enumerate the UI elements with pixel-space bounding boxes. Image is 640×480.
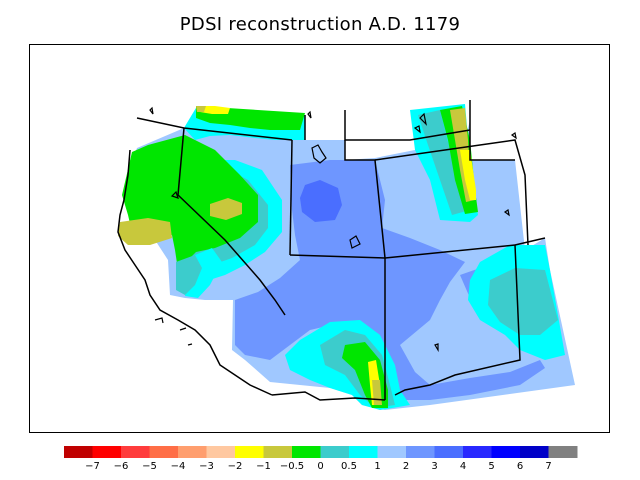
nm-east-border (394, 244, 521, 396)
field-deep-blue (300, 180, 342, 222)
colorbar-tick-label: −2 (228, 461, 243, 472)
mt-border (304, 110, 471, 141)
colorbar-tick-label: 1 (374, 461, 380, 472)
dot-nm (434, 343, 439, 353)
colorbar-swatch (178, 446, 207, 458)
great-salt-lake (311, 144, 327, 164)
wy-border (374, 139, 529, 246)
colorbar-swatch (406, 446, 435, 458)
colorbar-swatch (377, 446, 407, 458)
colorbar-tick-label: 3 (431, 461, 437, 472)
colorbar-swatch (64, 446, 93, 458)
colorbar-swatch (548, 446, 578, 458)
colorbar-tick-label: −1 (256, 461, 271, 472)
colorbar-tick-label: −3 (199, 461, 214, 472)
colorbar-swatch (235, 446, 264, 458)
colorbar-swatch (149, 446, 179, 458)
colorbar-tick-label: −6 (114, 461, 129, 472)
map-title: PDSI reconstruction A.D. 1179 (179, 14, 461, 35)
colorbar-swatch (92, 446, 122, 458)
colorbar-swatch (463, 446, 492, 458)
channel-islands (154, 317, 193, 346)
colorbar-swatch (349, 446, 378, 458)
map-frame (29, 44, 610, 433)
colorbar-tick-label: 0.5 (341, 461, 357, 472)
colorbar-swatch (292, 446, 321, 458)
colorbar-tick-label: 7 (545, 461, 551, 472)
island-1 (149, 106, 154, 115)
dakota-border (469, 100, 515, 161)
lake-tahoe (170, 190, 179, 199)
dot-sd (503, 209, 510, 217)
field-green-west (122, 135, 258, 270)
ut-az-border (289, 254, 386, 259)
mexico-border (271, 391, 386, 401)
ca-nv-border (177, 127, 286, 316)
colorbar-swatch (434, 446, 464, 458)
texas-border (514, 237, 546, 246)
nv-ut-border (289, 139, 293, 256)
colorbar-tick-label: 4 (460, 461, 466, 472)
ut-co-border (344, 140, 386, 259)
island-4 (413, 125, 421, 134)
colorbar-tick-label: −7 (85, 461, 100, 472)
field-olive-north (196, 106, 206, 112)
colorbar-swatch (121, 446, 150, 458)
colorbar-swatch (206, 446, 236, 458)
colorbar-tick-label: −0.5 (280, 461, 304, 472)
island-2 (307, 110, 312, 119)
colorbar-swatch (320, 446, 350, 458)
colorbar-swatch (491, 446, 521, 458)
colorbar-tick-label: 2 (403, 461, 409, 472)
lakes (149, 106, 517, 353)
colorbar-swatch (520, 446, 549, 458)
field-teal-east (488, 268, 558, 335)
lake-powell (349, 235, 361, 249)
dot-mt (510, 132, 517, 140)
coastline (117, 149, 273, 396)
or-border (136, 117, 293, 141)
colorbar-swatch (263, 446, 293, 458)
field-olive-west (118, 218, 172, 245)
colorbar-tick-label: −5 (142, 461, 157, 472)
pdsi-field (118, 104, 575, 410)
boundaries (117, 100, 546, 401)
colorbar-tick-label: 5 (488, 461, 494, 472)
island-3 (419, 112, 427, 126)
colorbar-tick-label: 0 (317, 461, 323, 472)
field-yellow-ne (460, 150, 476, 200)
field-olive-nevada (210, 198, 242, 220)
colorbar-tick-label: 6 (517, 461, 523, 472)
field-teal-sw (176, 255, 202, 295)
field-yellow-north (198, 106, 230, 114)
co-east-border (384, 244, 516, 259)
colorbar-tick-label: −4 (171, 461, 186, 472)
